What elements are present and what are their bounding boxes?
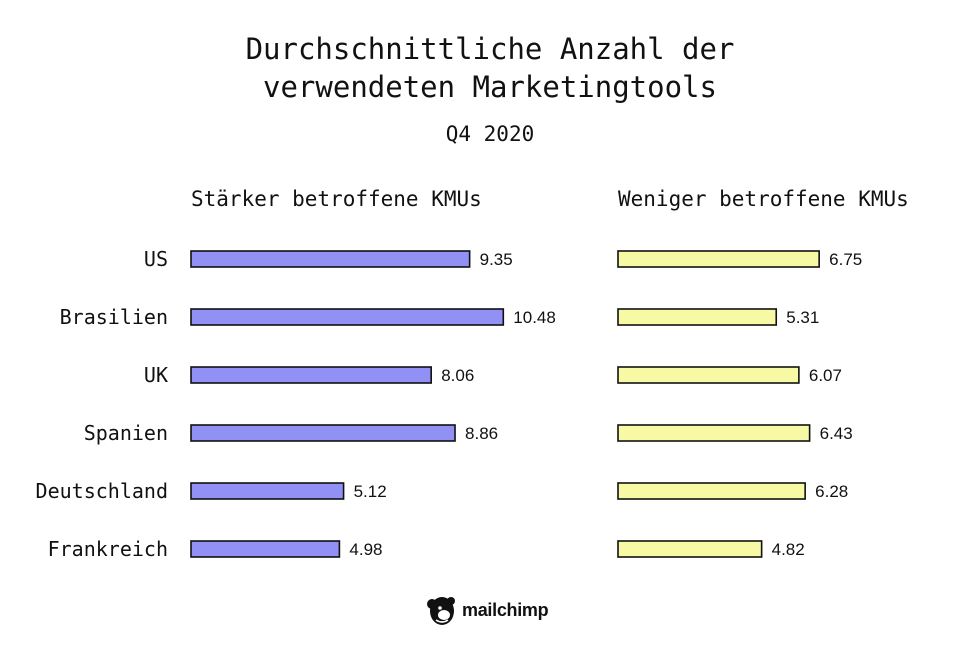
bar xyxy=(617,540,763,558)
bar xyxy=(190,424,456,442)
data-label: 9.35 xyxy=(480,250,513,269)
brand-name: mailchimp xyxy=(462,599,549,620)
data-label: 6.28 xyxy=(815,482,848,501)
data-label: 4.98 xyxy=(349,540,382,559)
bar xyxy=(190,366,432,384)
brand-logo: mailchimp xyxy=(426,592,549,628)
bar xyxy=(190,482,345,500)
series-header: Weniger betroffene KMUs xyxy=(618,187,909,211)
title-line-2: verwendeten Marketingtools xyxy=(263,70,717,104)
series-header: Stärker betroffene KMUs xyxy=(191,187,482,211)
data-label: 5.31 xyxy=(786,308,819,327)
bar xyxy=(617,366,800,384)
data-label: 8.86 xyxy=(465,424,498,443)
bar xyxy=(617,308,778,326)
chart-title: Durchschnittliche Anzahl der verwendeten… xyxy=(0,30,980,106)
data-label: 6.75 xyxy=(829,250,862,269)
bar xyxy=(617,424,811,442)
data-label: 6.07 xyxy=(809,366,842,385)
category-label: US xyxy=(144,247,168,271)
bar xyxy=(617,250,820,268)
mailchimp-icon xyxy=(427,597,455,625)
bar xyxy=(617,482,806,500)
category-label: Deutschland xyxy=(36,479,168,503)
data-label: 5.12 xyxy=(354,482,387,501)
category-label: UK xyxy=(144,363,168,387)
bar xyxy=(190,540,341,558)
bar xyxy=(190,250,471,268)
category-label: Spanien xyxy=(84,421,168,445)
bar-chart: US Brasilien UK Spanien Deutschland Frankreic… xyxy=(36,187,909,561)
data-label: 8.06 xyxy=(441,366,474,385)
category-label: Frankreich xyxy=(48,537,168,561)
data-label: 4.82 xyxy=(772,540,805,559)
data-label: 6.43 xyxy=(820,424,853,443)
bar xyxy=(190,308,505,326)
title-line-1: Durchschnittliche Anzahl der xyxy=(245,32,735,66)
data-label: 10.48 xyxy=(513,308,556,327)
chart-subtitle: Q4 2020 xyxy=(445,122,535,146)
category-label: Brasilien xyxy=(60,305,168,329)
